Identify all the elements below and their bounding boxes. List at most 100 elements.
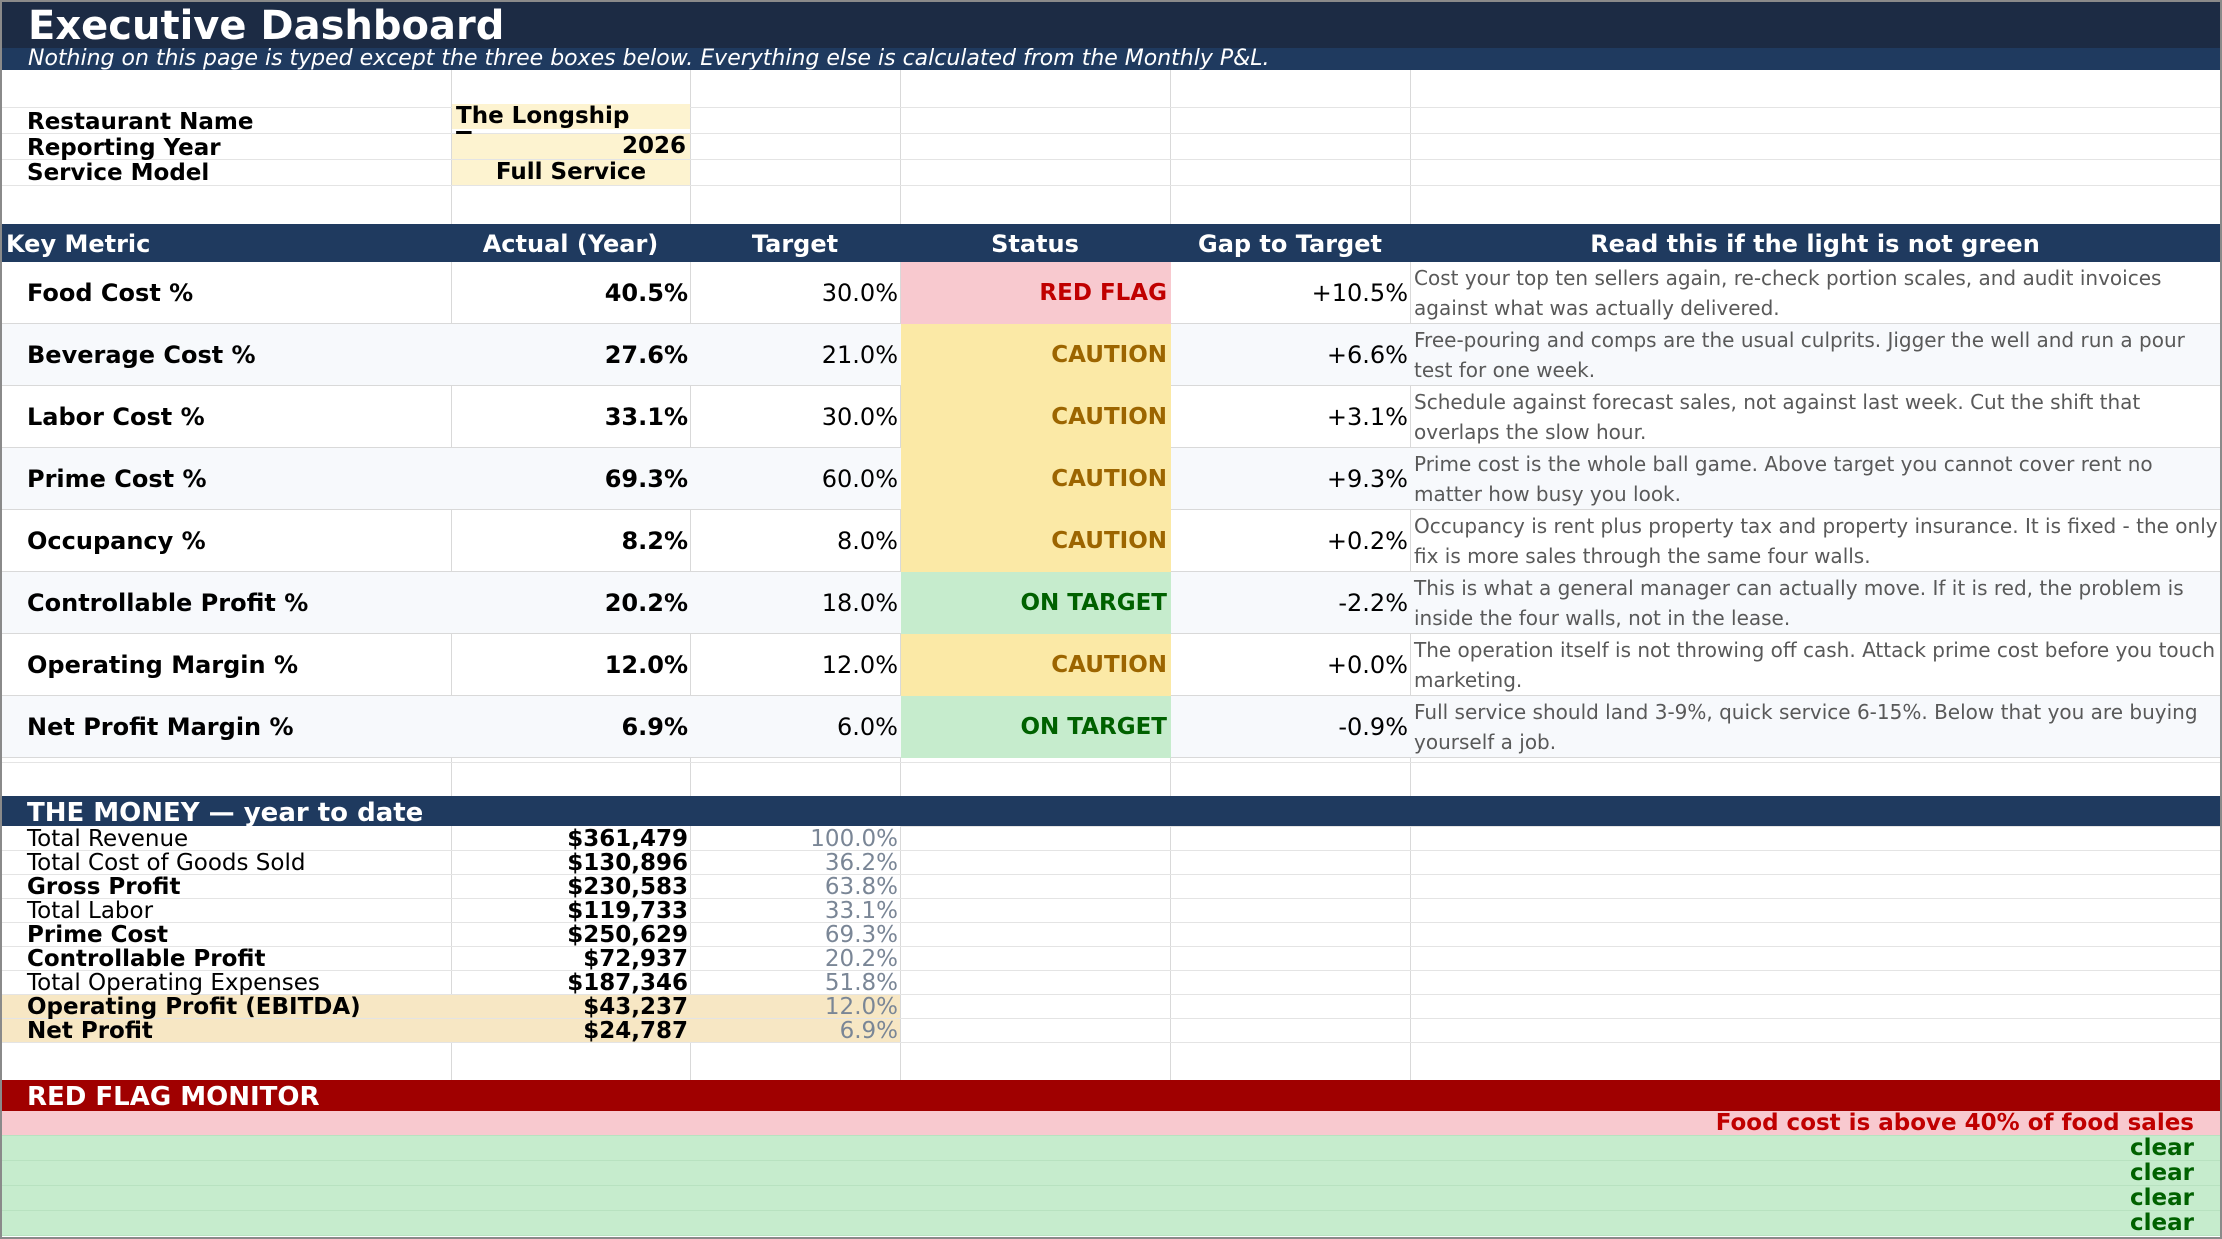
- kpi-target: 18.0%: [821, 589, 898, 617]
- col-header-notes: Read this if the light is not green: [1590, 230, 2040, 258]
- kpi-gap: +6.6%: [1326, 341, 1408, 369]
- kpi-gap: +10.5%: [1311, 279, 1408, 307]
- kpi-gap: +0.2%: [1326, 527, 1408, 555]
- kpi-actual: 12.0%: [604, 651, 688, 679]
- red-flag-row: clear: [2, 1136, 2220, 1161]
- money-row-prime-cost: Prime Cost $250,629 69.3%: [2, 923, 900, 947]
- kpi-metric-name: Net Profit Margin %: [27, 713, 294, 741]
- restaurant-name-input[interactable]: The Longship Tavern: [452, 104, 690, 154]
- money-label: Operating Profit (EBITDA): [27, 994, 361, 1020]
- money-section-bar: [2, 796, 2220, 826]
- service-model-input[interactable]: Full Service: [452, 160, 690, 185]
- money-percent: 100.0%: [810, 826, 898, 852]
- money-row-controllable-profit: Controllable Profit $72,937 20.2%: [2, 947, 900, 971]
- money-percent: 12.0%: [824, 994, 898, 1020]
- kpi-actual: 33.1%: [604, 403, 688, 431]
- kpi-header-bar: [2, 224, 2220, 262]
- money-label: Total Operating Expenses: [27, 970, 320, 996]
- kpi-note: The operation itself is not throwing off…: [1414, 638, 2216, 692]
- kpi-row-net-profit-margin: Net Profit Margin % 6.9% 6.0% ON TARGET …: [2, 696, 2220, 758]
- kpi-status-badge: CAUTION: [901, 448, 1171, 510]
- kpi-note: Occupancy is rent plus property tax and …: [1414, 514, 2218, 568]
- money-value: $72,937: [583, 946, 688, 972]
- red-flag-message: Food cost is above 40% of food sales: [1715, 1110, 2194, 1136]
- kpi-note: Free-pouring and comps are the usual cul…: [1414, 328, 2185, 382]
- kpi-row-prime-cost: Prime Cost % 69.3% 60.0% CAUTION +9.3% P…: [2, 448, 2220, 510]
- service-model-label: Service Model: [27, 160, 210, 186]
- kpi-row-beverage-cost: Beverage Cost % 27.6% 21.0% CAUTION +6.6…: [2, 324, 2220, 386]
- red-flag-row: clear: [2, 1161, 2220, 1186]
- red-flag-message: clear: [2130, 1160, 2194, 1186]
- red-flag-row: Food cost is above 40% of food sales: [2, 1111, 2220, 1136]
- kpi-target: 21.0%: [821, 341, 898, 369]
- kpi-target: 60.0%: [821, 465, 898, 493]
- money-value: $361,479: [567, 826, 688, 852]
- col-header-gap: Gap to Target: [1198, 230, 1382, 258]
- red-flag-message: clear: [2130, 1135, 2194, 1161]
- restaurant-name-label: Restaurant Name: [27, 109, 254, 135]
- subtitle-bar: [2, 48, 2220, 70]
- kpi-metric-name: Prime Cost %: [27, 465, 207, 493]
- kpi-metric-name: Beverage Cost %: [27, 341, 256, 369]
- kpi-gap: +9.3%: [1326, 465, 1408, 493]
- red-flag-section-title: RED FLAG MONITOR: [27, 1082, 320, 1112]
- kpi-target: 8.0%: [837, 527, 898, 555]
- kpi-note: Schedule against forecast sales, not aga…: [1414, 390, 2141, 444]
- money-value: $43,237: [583, 994, 688, 1020]
- kpi-status-badge: CAUTION: [901, 634, 1171, 696]
- money-label: Total Cost of Goods Sold: [27, 850, 306, 876]
- title-bar: [2, 2, 2220, 48]
- kpi-metric-name: Food Cost %: [27, 279, 194, 307]
- money-percent: 6.9%: [839, 1018, 898, 1044]
- money-label: Gross Profit: [27, 874, 181, 900]
- kpi-target: 30.0%: [821, 279, 898, 307]
- money-row-operating-expenses: Total Operating Expenses $187,346 51.8%: [2, 971, 900, 995]
- red-flag-message: clear: [2130, 1210, 2194, 1236]
- kpi-status-badge: CAUTION: [901, 324, 1171, 386]
- kpi-status-badge: CAUTION: [901, 386, 1171, 448]
- kpi-gap: -0.9%: [1338, 713, 1408, 741]
- kpi-actual: 20.2%: [604, 589, 688, 617]
- col-header-key-metric: Key Metric: [6, 230, 151, 258]
- kpi-note: This is what a general manager can actua…: [1414, 576, 2184, 630]
- money-value: $187,346: [567, 970, 688, 996]
- money-label: Total Labor: [27, 898, 154, 924]
- money-label: Total Revenue: [27, 826, 189, 852]
- kpi-actual: 27.6%: [604, 341, 688, 369]
- kpi-gap: +0.0%: [1326, 651, 1408, 679]
- kpi-row-occupancy: Occupancy % 8.2% 8.0% CAUTION +0.2% Occu…: [2, 510, 2220, 572]
- kpi-target: 30.0%: [821, 403, 898, 431]
- kpi-row-controllable-profit: Controllable Profit % 20.2% 18.0% ON TAR…: [2, 572, 2220, 634]
- kpi-actual: 69.3%: [604, 465, 688, 493]
- money-section-title: THE MONEY — year to date: [27, 798, 424, 828]
- red-flag-row: clear: [2, 1186, 2220, 1211]
- kpi-target: 12.0%: [821, 651, 898, 679]
- red-flag-message: clear: [2130, 1185, 2194, 1211]
- reporting-year-label: Reporting Year: [27, 135, 221, 161]
- kpi-row-operating-margin: Operating Margin % 12.0% 12.0% CAUTION +…: [2, 634, 2220, 696]
- page-title: Executive Dashboard: [28, 3, 505, 49]
- money-percent: 51.8%: [824, 970, 898, 996]
- kpi-target: 6.0%: [837, 713, 898, 741]
- kpi-gap: -2.2%: [1338, 589, 1408, 617]
- kpi-gap: +3.1%: [1326, 403, 1408, 431]
- money-percent: 69.3%: [824, 922, 898, 948]
- kpi-actual: 40.5%: [604, 279, 688, 307]
- kpi-status-badge: RED FLAG: [901, 262, 1171, 324]
- col-header-status: Status: [991, 230, 1079, 258]
- money-label: Prime Cost: [27, 922, 169, 948]
- col-header-actual: Actual (Year): [482, 230, 659, 258]
- kpi-actual: 6.9%: [621, 713, 688, 741]
- money-label: Controllable Profit: [27, 946, 266, 972]
- money-percent: 36.2%: [824, 850, 898, 876]
- money-row-gross-profit: Gross Profit $230,583 63.8%: [2, 875, 900, 899]
- money-row-net-profit: Net Profit $24,787 6.9%: [2, 1019, 900, 1043]
- kpi-note: Full service should land 3-9%, quick ser…: [1414, 700, 2198, 754]
- kpi-status-badge: ON TARGET: [901, 696, 1171, 758]
- page-subtitle: Nothing on this page is typed except the…: [28, 46, 1270, 71]
- reporting-year-input[interactable]: 2026: [452, 134, 690, 159]
- money-percent: 20.2%: [824, 946, 898, 972]
- money-row-total-labor: Total Labor $119,733 33.1%: [2, 899, 900, 923]
- money-value: $250,629: [567, 922, 688, 948]
- kpi-metric-name: Operating Margin %: [27, 651, 299, 679]
